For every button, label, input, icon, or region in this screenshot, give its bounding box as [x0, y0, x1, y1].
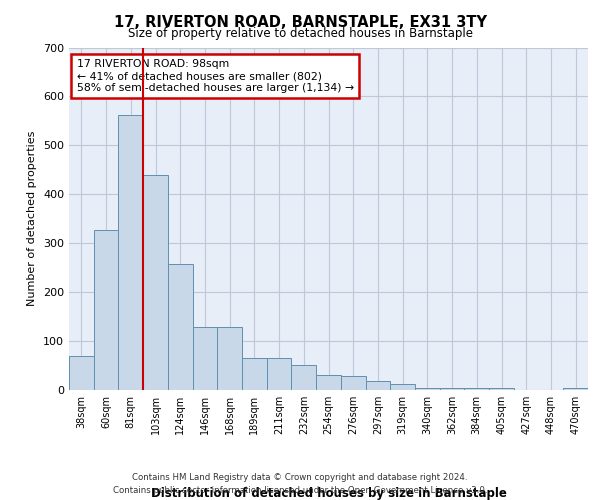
Bar — [440, 388, 464, 390]
Bar — [94, 230, 118, 390]
X-axis label: Distribution of detached houses by size in Barnstaple: Distribution of detached houses by size … — [151, 487, 506, 500]
Bar — [341, 376, 365, 390]
Bar — [464, 388, 489, 390]
Bar — [242, 358, 267, 390]
Bar — [217, 328, 242, 390]
Bar — [168, 264, 193, 390]
Bar — [563, 388, 588, 390]
Bar — [316, 376, 341, 390]
Text: Size of property relative to detached houses in Barnstaple: Size of property relative to detached ho… — [128, 28, 473, 40]
Bar — [143, 174, 168, 390]
Text: Contains HM Land Registry data © Crown copyright and database right 2024.
Contai: Contains HM Land Registry data © Crown c… — [113, 474, 487, 495]
Bar — [69, 356, 94, 390]
Bar — [390, 384, 415, 390]
Y-axis label: Number of detached properties: Number of detached properties — [28, 131, 37, 306]
Bar — [193, 328, 217, 390]
Bar — [489, 388, 514, 390]
Bar — [118, 114, 143, 390]
Text: 17, RIVERTON ROAD, BARNSTAPLE, EX31 3TY: 17, RIVERTON ROAD, BARNSTAPLE, EX31 3TY — [113, 15, 487, 30]
Bar — [292, 364, 316, 390]
Bar — [365, 381, 390, 390]
Bar — [415, 388, 440, 390]
Text: 17 RIVERTON ROAD: 98sqm
← 41% of detached houses are smaller (802)
58% of semi-d: 17 RIVERTON ROAD: 98sqm ← 41% of detache… — [77, 60, 354, 92]
Bar — [267, 358, 292, 390]
